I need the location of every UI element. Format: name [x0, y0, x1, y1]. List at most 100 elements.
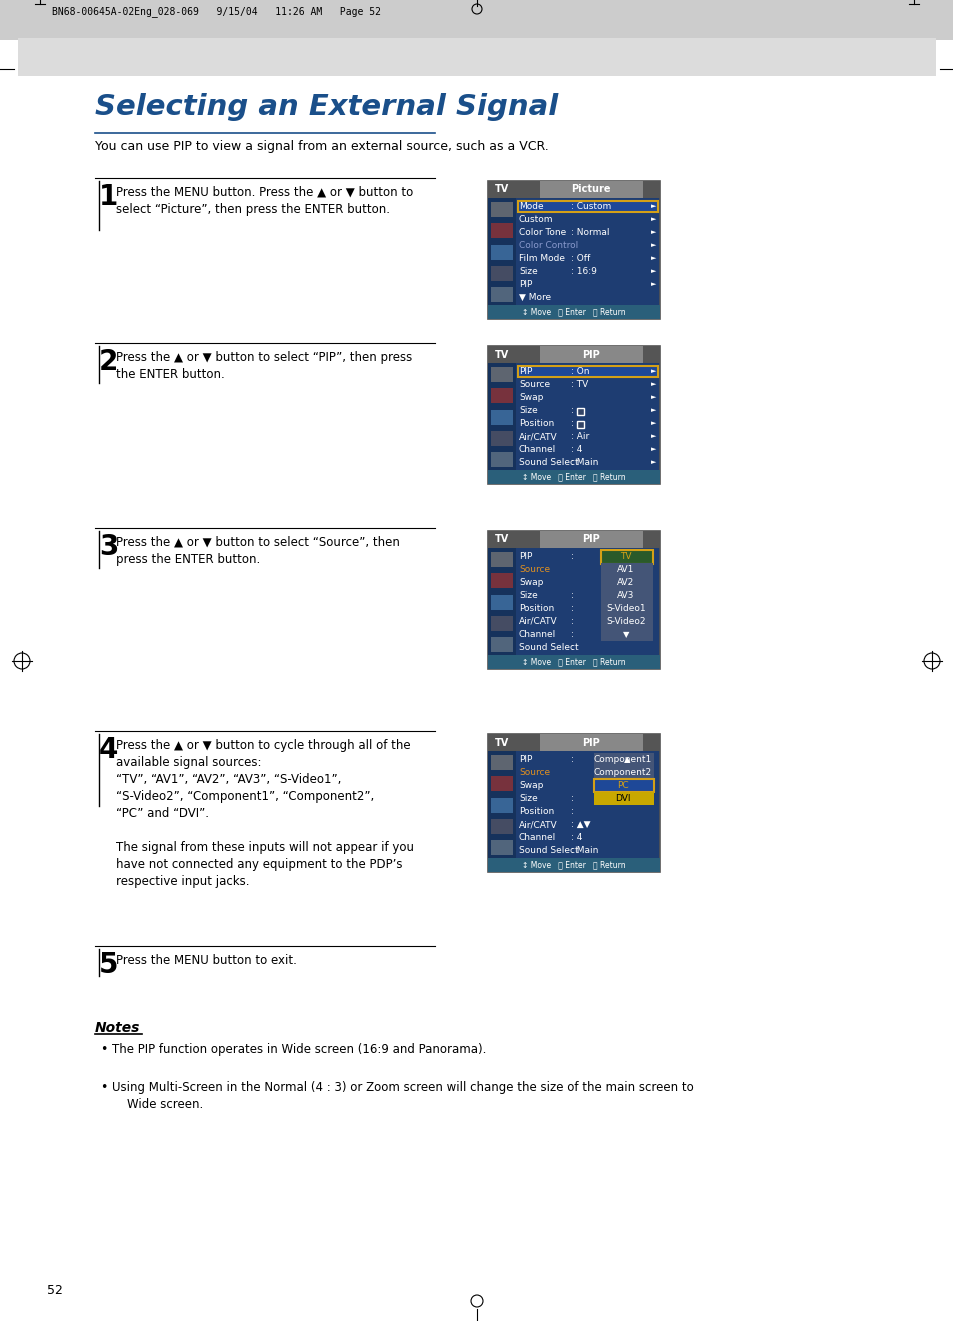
- Text: : Custom: : Custom: [571, 202, 611, 211]
- Text: Position: Position: [518, 419, 554, 428]
- Text: Channel: Channel: [518, 630, 556, 639]
- Text: :: :: [571, 604, 574, 613]
- Text: ►: ►: [651, 446, 656, 453]
- Bar: [491, 223, 513, 238]
- Text: : TV: : TV: [571, 380, 588, 388]
- Text: Swap: Swap: [518, 394, 543, 402]
- Text: Selecting an External Signal: Selecting an External Signal: [95, 92, 558, 122]
- Bar: [600, 614, 652, 627]
- Text: Sound Select: Sound Select: [518, 845, 578, 855]
- Text: : Air: : Air: [571, 432, 589, 441]
- Bar: [594, 791, 654, 804]
- Text: TV: TV: [495, 185, 509, 194]
- Bar: [594, 753, 654, 765]
- Bar: [491, 367, 513, 382]
- Text: PIP: PIP: [581, 535, 599, 544]
- Text: :: :: [571, 406, 574, 415]
- Text: ►: ►: [651, 395, 656, 400]
- Text: PIP: PIP: [581, 350, 599, 359]
- Text: Source: Source: [518, 380, 550, 388]
- Text: Picture: Picture: [571, 185, 610, 194]
- Text: ↕ Move   ⮐ Enter   ⎘ Return: ↕ Move ⮐ Enter ⎘ Return: [521, 658, 625, 667]
- Text: ↕ Move   ⮐ Enter   ⎘ Return: ↕ Move ⮐ Enter ⎘ Return: [521, 473, 625, 481]
- Bar: [488, 734, 659, 752]
- Text: ►: ►: [651, 217, 656, 222]
- Text: ↕ Move   ⮐ Enter   ⎘ Return: ↕ Move ⮐ Enter ⎘ Return: [521, 860, 625, 869]
- Bar: [488, 181, 659, 318]
- Bar: [488, 346, 659, 483]
- Bar: [577, 407, 583, 415]
- Text: :: :: [571, 643, 574, 653]
- Text: BN68-00645A-02Eng_028-069   9/15/04   11:26 AM   Page 52: BN68-00645A-02Eng_028-069 9/15/04 11:26 …: [52, 7, 380, 17]
- Text: Press the MENU button. Press the ▲ or ▼ button to
select “Picture”, then press t: Press the MENU button. Press the ▲ or ▼ …: [116, 186, 413, 217]
- Bar: [488, 655, 659, 668]
- Bar: [488, 470, 659, 483]
- Text: ►: ►: [651, 407, 656, 413]
- Text: PC: PC: [617, 781, 628, 790]
- Text: Color Control: Color Control: [518, 240, 578, 250]
- Bar: [488, 548, 516, 655]
- Text: Using Multi-Screen in the Normal (4 : 3) or Zoom screen will change the size of : Using Multi-Screen in the Normal (4 : 3)…: [112, 1081, 693, 1111]
- Text: ▼: ▼: [622, 630, 629, 639]
- Text: ►: ►: [651, 369, 656, 374]
- Text: Sound Select: Sound Select: [518, 458, 578, 468]
- Text: ↕ Move   ⮐ Enter   ⎘ Return: ↕ Move ⮐ Enter ⎘ Return: [521, 308, 625, 317]
- Text: ►: ►: [651, 203, 656, 210]
- Bar: [491, 431, 513, 446]
- Text: :: :: [571, 794, 574, 803]
- Text: Component2: Component2: [594, 768, 652, 777]
- Bar: [539, 734, 642, 752]
- Text: ▼ More: ▼ More: [518, 293, 551, 303]
- Text: Channel: Channel: [518, 445, 556, 454]
- Text: •: •: [100, 1081, 108, 1094]
- Text: Position: Position: [518, 604, 554, 613]
- Bar: [491, 202, 513, 217]
- Bar: [491, 287, 513, 303]
- Text: : 4: : 4: [571, 834, 581, 841]
- Bar: [491, 777, 513, 791]
- Bar: [600, 563, 652, 576]
- Bar: [539, 531, 642, 548]
- Bar: [539, 181, 642, 198]
- Text: ►: ►: [651, 243, 656, 248]
- Bar: [600, 550, 652, 564]
- Bar: [491, 616, 513, 631]
- Bar: [491, 266, 513, 281]
- Bar: [0, 0, 953, 40]
- Bar: [600, 576, 652, 588]
- Bar: [600, 601, 652, 614]
- Text: ▲: ▲: [623, 756, 630, 764]
- Text: •: •: [100, 1044, 108, 1055]
- Bar: [488, 752, 516, 859]
- Text: DVI: DVI: [615, 794, 630, 803]
- Text: PIP: PIP: [518, 756, 532, 764]
- Bar: [488, 181, 659, 198]
- Text: ►: ►: [651, 281, 656, 288]
- Text: :: :: [571, 807, 574, 816]
- Text: :: :: [571, 419, 574, 428]
- Text: Size: Size: [518, 406, 537, 415]
- Text: PIP: PIP: [518, 280, 532, 289]
- Text: Film Mode: Film Mode: [518, 254, 564, 263]
- Text: :: :: [571, 756, 574, 764]
- Text: : Normal: : Normal: [571, 229, 609, 236]
- Text: : 16:9: : 16:9: [571, 267, 597, 276]
- Text: ►: ►: [651, 433, 656, 440]
- Text: ►: ►: [651, 268, 656, 275]
- Text: 4: 4: [99, 736, 118, 764]
- Text: : 4: : 4: [571, 445, 581, 454]
- Text: : Off: : Off: [571, 254, 590, 263]
- Text: Size: Size: [518, 267, 537, 276]
- Bar: [488, 531, 659, 548]
- Bar: [488, 305, 659, 318]
- Text: ►: ►: [651, 255, 656, 262]
- Text: Press the ▲ or ▼ button to select “PIP”, then press
the ENTER button.: Press the ▲ or ▼ button to select “PIP”,…: [116, 351, 412, 380]
- Text: Color Tone: Color Tone: [518, 229, 566, 236]
- Text: :: :: [571, 552, 574, 561]
- Text: TV: TV: [619, 552, 631, 561]
- Text: PIP: PIP: [518, 552, 532, 561]
- Bar: [491, 819, 513, 834]
- Text: You can use PIP to view a signal from an external source, such as a VCR.: You can use PIP to view a signal from an…: [95, 140, 548, 153]
- Bar: [18, 38, 935, 77]
- Bar: [517, 366, 658, 378]
